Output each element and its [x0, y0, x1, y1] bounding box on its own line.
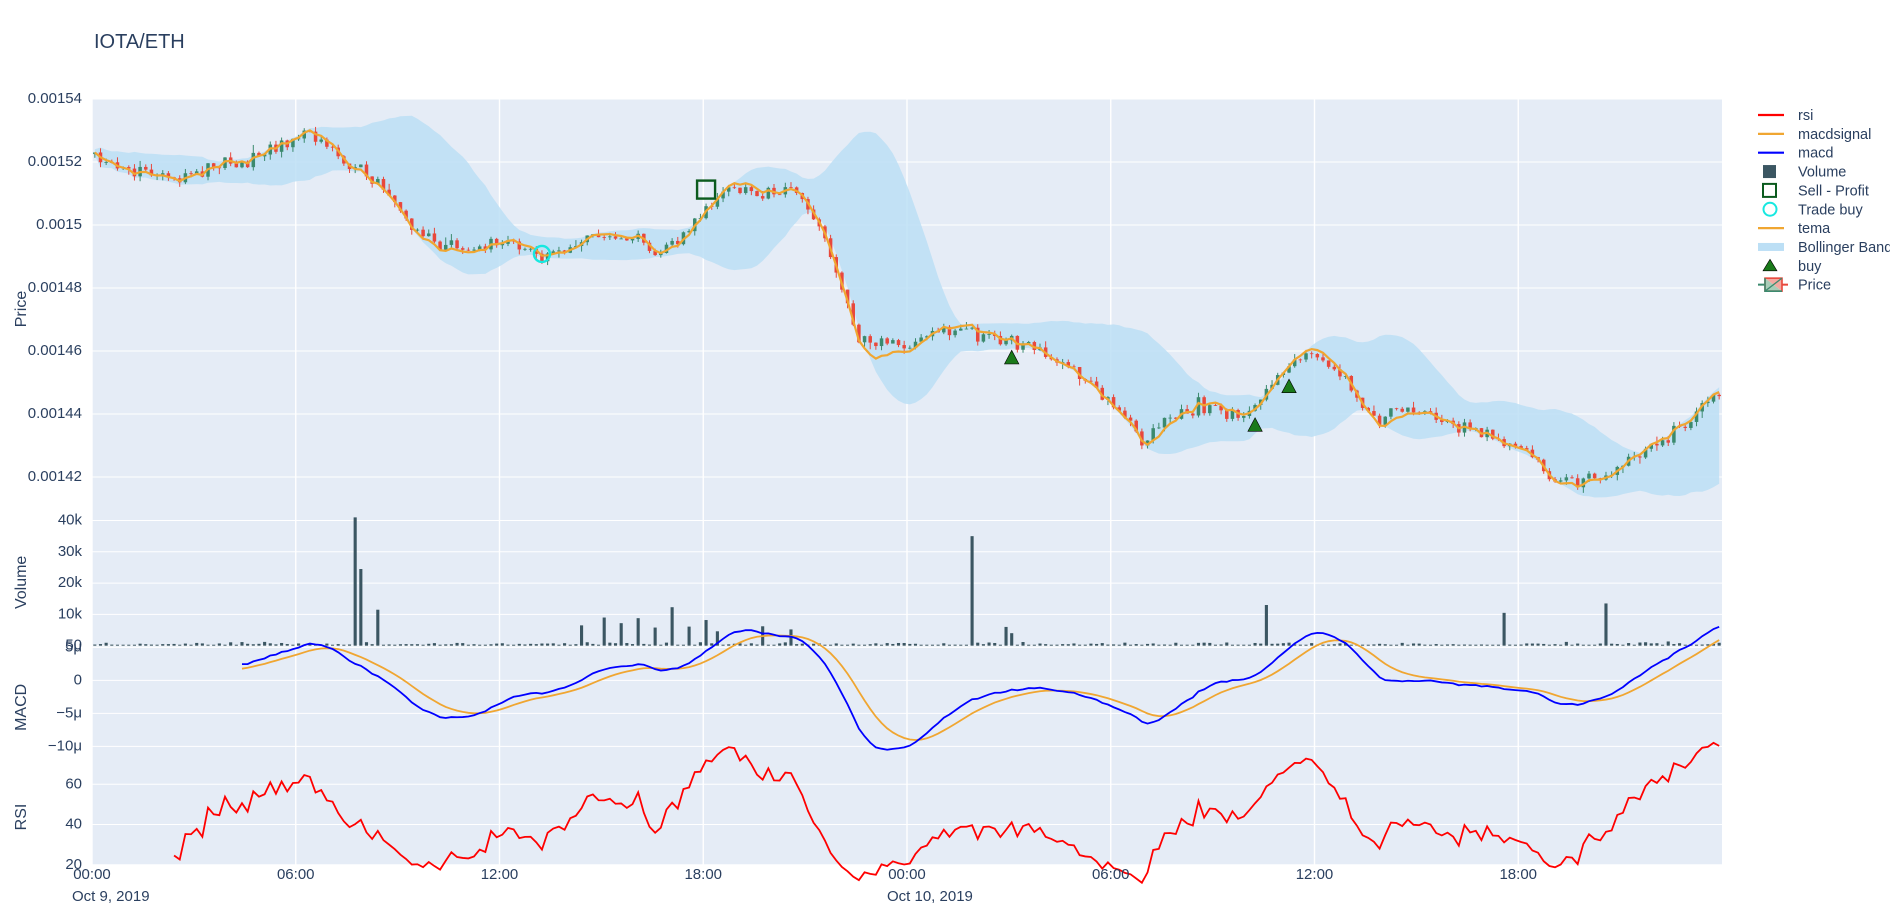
svg-text:macd: macd — [1798, 146, 1833, 162]
svg-text:tema: tema — [1798, 221, 1831, 237]
svg-text:Price: Price — [13, 291, 30, 328]
svg-text:Sell - Profit: Sell - Profit — [1798, 183, 1869, 199]
svg-text:60: 60 — [65, 775, 82, 792]
svg-text:18:00: 18:00 — [1499, 866, 1537, 883]
svg-text:macdsignal: macdsignal — [1798, 127, 1871, 143]
svg-text:Oct 9, 2019: Oct 9, 2019 — [72, 888, 150, 903]
svg-text:0.00146: 0.00146 — [28, 342, 82, 359]
svg-text:12:00: 12:00 — [1296, 866, 1334, 883]
svg-text:10k: 10k — [58, 605, 83, 622]
svg-text:rsi: rsi — [1798, 108, 1813, 124]
svg-text:40: 40 — [65, 816, 82, 833]
svg-text:RSI: RSI — [13, 804, 30, 831]
svg-text:5μ: 5μ — [65, 638, 82, 655]
svg-text:0.00152: 0.00152 — [28, 153, 82, 170]
svg-text:Volume: Volume — [13, 556, 30, 609]
svg-text:0.00154: 0.00154 — [28, 90, 82, 107]
svg-text:12:00: 12:00 — [481, 866, 519, 883]
svg-text:Volume: Volume — [1798, 165, 1846, 181]
svg-text:30k: 30k — [58, 543, 83, 560]
svg-text:IOTA/ETH: IOTA/ETH — [94, 31, 185, 53]
svg-text:06:00: 06:00 — [1092, 866, 1130, 883]
svg-text:0: 0 — [74, 671, 82, 688]
svg-text:Trade buy: Trade buy — [1798, 202, 1863, 218]
svg-text:00:00: 00:00 — [73, 866, 111, 883]
svg-text:20k: 20k — [58, 574, 83, 591]
svg-text:MACD: MACD — [13, 684, 30, 731]
svg-text:Oct 10, 2019: Oct 10, 2019 — [887, 888, 973, 903]
svg-text:Price: Price — [1798, 278, 1831, 294]
svg-text:00:00: 00:00 — [888, 866, 926, 883]
svg-text:18:00: 18:00 — [684, 866, 722, 883]
svg-text:buy: buy — [1798, 259, 1822, 275]
svg-text:−10μ: −10μ — [48, 737, 82, 754]
svg-text:−5μ: −5μ — [56, 704, 82, 721]
svg-text:0.00142: 0.00142 — [28, 468, 82, 485]
svg-text:0.0015: 0.0015 — [36, 216, 82, 233]
svg-text:40k: 40k — [58, 512, 83, 529]
svg-text:Bollinger Band: Bollinger Band — [1798, 240, 1890, 256]
svg-text:0.00144: 0.00144 — [28, 405, 82, 422]
svg-text:06:00: 06:00 — [277, 866, 315, 883]
svg-text:0.00148: 0.00148 — [28, 279, 82, 296]
